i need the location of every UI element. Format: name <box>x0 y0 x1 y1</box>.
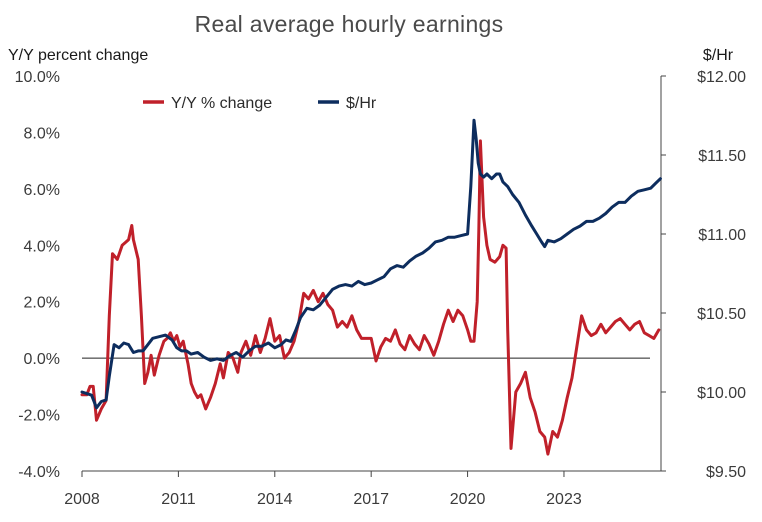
series-group <box>80 118 662 456</box>
series-line-dollars <box>80 118 662 410</box>
y-right-tick-label: $9.50 <box>706 464 746 481</box>
axes: -4.0% -2.0% 0.0% 2.0% 4.0% 6.0% 8.0% 10.0% $9.50… <box>15 69 746 508</box>
right-axis-title: $/Hr <box>703 47 734 64</box>
left-axis-title: Y/Y percent change <box>8 47 148 64</box>
y-left-tick-label: 8.0% <box>24 125 60 142</box>
y-left-tick-label: 10.0% <box>15 69 60 86</box>
legend: Y/Y % change $/Hr <box>143 95 377 112</box>
legend-label-yoy: Y/Y % change <box>171 95 272 112</box>
y-right-tick-label: $12.00 <box>697 69 746 86</box>
y-left-tick-label: -4.0% <box>18 464 60 481</box>
y-right-tick-label: $10.50 <box>697 306 746 323</box>
y-right-tick-label: $11.00 <box>698 227 746 244</box>
legend-label-dollars: $/Hr <box>346 95 377 112</box>
x-tick-label: 2008 <box>64 491 100 508</box>
y-left-tick-label: 2.0% <box>24 295 60 312</box>
x-tick-label: 2017 <box>353 491 389 508</box>
y-left-tick-label: 6.0% <box>24 182 60 199</box>
x-tick-label: 2023 <box>546 491 582 508</box>
y-left-tick-label: 0.0% <box>24 351 60 368</box>
y-right-tick-label: $11.50 <box>698 148 746 165</box>
x-tick-label: 2020 <box>450 491 486 508</box>
series-line-yoy <box>80 139 661 456</box>
x-tick-label: 2011 <box>161 491 196 508</box>
y-right-tick-label: $10.00 <box>697 385 746 402</box>
y-left-tick-label: 4.0% <box>24 238 60 255</box>
y-left-tick-label: -2.0% <box>18 408 60 425</box>
chart-title: Real average hourly earnings <box>195 11 504 37</box>
x-tick-label: 2014 <box>257 491 293 508</box>
